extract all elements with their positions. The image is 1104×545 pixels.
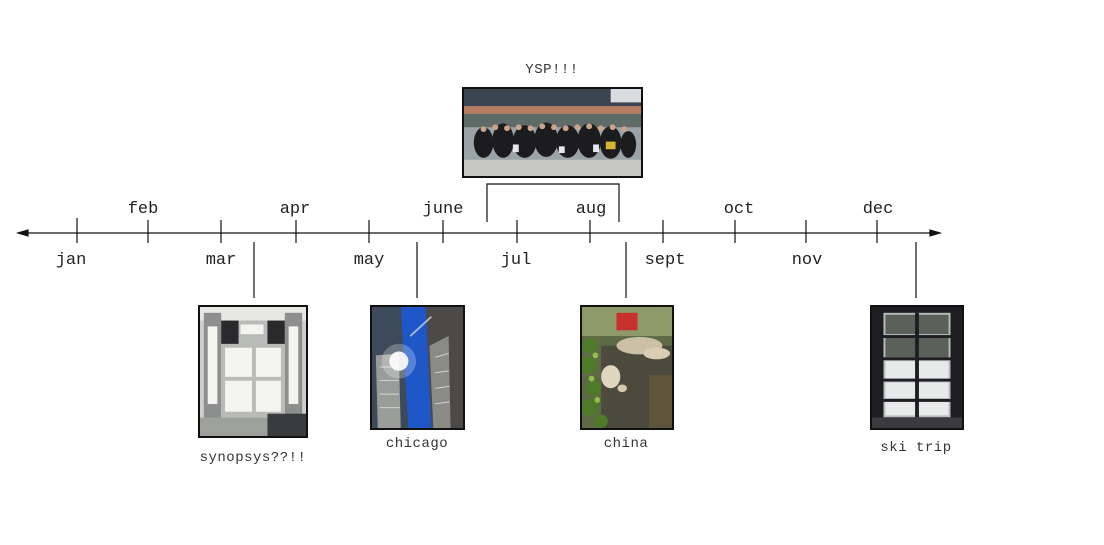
- event-caption-ski-trip: ski trip: [880, 440, 952, 456]
- month-label-dec: dec: [862, 200, 894, 219]
- arrow-right-icon: [929, 229, 943, 237]
- month-label-nov: nov: [791, 251, 823, 270]
- month-label-aug: aug: [575, 200, 607, 219]
- month-label-feb: feb: [127, 200, 159, 219]
- poster-board-photo: [198, 305, 308, 438]
- snowy-window-photo: [870, 305, 964, 430]
- month-label-oct: oct: [723, 200, 755, 219]
- skyscraper-photo: [370, 305, 465, 430]
- arrow-left-icon: [15, 229, 29, 237]
- month-label-mar: mar: [205, 251, 237, 270]
- month-label-jul: jul: [500, 251, 532, 270]
- month-label-sept: sept: [644, 251, 686, 270]
- month-label-jan: jan: [55, 251, 87, 270]
- month-label-may: may: [353, 251, 385, 270]
- connector-ysp: [486, 183, 620, 222]
- month-label-june: june: [422, 200, 464, 219]
- event-caption-china: china: [603, 436, 649, 452]
- group-photo: [462, 87, 643, 178]
- garden-pond-photo: [580, 305, 674, 430]
- event-caption-chicago: chicago: [385, 436, 449, 452]
- month-label-apr: apr: [279, 200, 311, 219]
- event-caption-ysp: YSP!!!: [525, 62, 579, 78]
- event-caption-synopsys: synopsys??!!: [199, 450, 307, 466]
